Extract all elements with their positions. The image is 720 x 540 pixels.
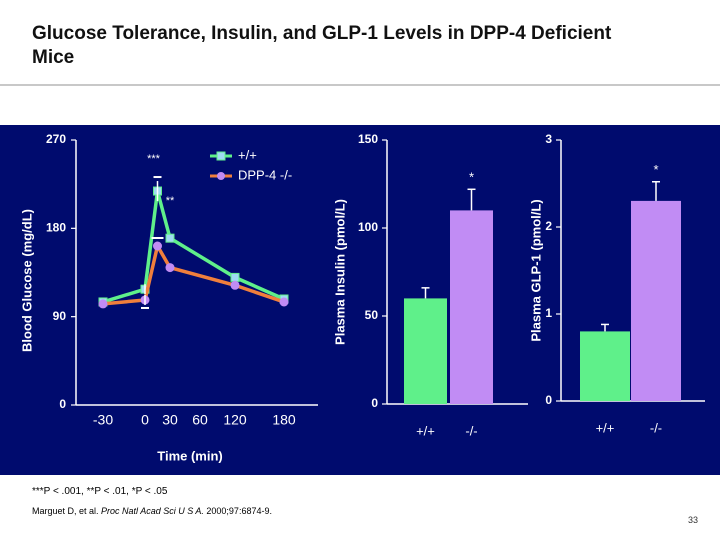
legend-knockout-marker <box>217 172 225 180</box>
insulin-category-label: -/- <box>465 423 477 438</box>
figure-panel: 0 90 180 270 -30 0 30 60 120 180 Blood Glucose (mg… <box>0 125 720 475</box>
glucose-x-tick-label: 60 <box>192 412 208 428</box>
knockout-series-point <box>279 297 289 307</box>
glp1-category-label: +/+ <box>596 420 615 435</box>
glp1-significance-marker: * <box>653 162 658 177</box>
glucose-x-tick-label: -30 <box>93 412 113 428</box>
knockout-series-line <box>102 241 285 306</box>
glucose-y-tick-label: 270 <box>46 132 66 146</box>
glucose-x-tick-label: 120 <box>223 412 247 428</box>
wildtype-series-line <box>102 190 285 304</box>
citation: Marguet D, et al. Proc Natl Acad Sci U S… <box>32 506 272 516</box>
insulin-significance-marker: * <box>469 169 474 184</box>
knockout-series-point <box>98 299 108 309</box>
insulin-bar <box>450 210 493 404</box>
knockout-series-point <box>153 241 162 251</box>
citation-authors: Marguet D, et al. <box>32 506 102 516</box>
insulin-y-tick-label: 150 <box>358 132 378 146</box>
glp1-y-tick-label: 0 <box>545 393 552 407</box>
glucose-y-axis-label: Blood Glucose (mg/dL) <box>19 209 34 352</box>
wildtype-series-point <box>165 233 175 243</box>
legend-knockout-label: DPP-4 -/- <box>238 167 292 182</box>
page-number: 33 <box>688 515 699 525</box>
knockout-series-point <box>165 263 175 273</box>
glucose-significance-marker: *** <box>147 153 161 165</box>
insulin-y-tick-label: 100 <box>358 220 378 234</box>
glucose-y-tick-label: 90 <box>53 309 67 323</box>
glucose-x-tick-label: 180 <box>272 412 296 428</box>
legend-wildtype-label: +/+ <box>238 147 257 162</box>
citation-journal: Proc Natl Acad Sci U S A. <box>101 506 204 516</box>
significance-footnote: ***P < .001, **P < .01, *P < .05 <box>32 486 168 497</box>
insulin-category-label: +/+ <box>416 423 435 438</box>
glucose-significance-marker: ** <box>166 195 175 207</box>
glp1-category-label: -/- <box>650 420 662 435</box>
glucose-x-axis-label: Time (min) <box>157 448 223 463</box>
insulin-y-tick-label: 0 <box>371 396 378 410</box>
slide-title: Glucose Tolerance, Insulin, and GLP-1 Le… <box>32 23 612 68</box>
glp1-y-tick-label: 2 <box>545 219 552 233</box>
citation-details: 2000;97:6874-9. <box>203 506 272 516</box>
insulin-y-axis-label: Plasma Insulin (pmol/L) <box>332 199 347 345</box>
glp1-y-tick-label: 1 <box>545 306 552 320</box>
glucose-x-tick-label: 0 <box>141 412 149 428</box>
wildtype-series-point <box>230 272 240 282</box>
glucose-y-tick-label: 180 <box>46 221 66 235</box>
glp1-y-tick-label: 3 <box>545 132 552 146</box>
glp1-y-axis-label: Plasma GLP-1 (pmol/L) <box>528 199 543 341</box>
knockout-series-point <box>230 280 240 290</box>
insulin-y-tick-label: 50 <box>365 308 379 322</box>
insulin-bar <box>404 298 447 404</box>
glp1-bar <box>631 200 681 401</box>
glucose-x-tick-label: 30 <box>162 412 178 428</box>
title-divider <box>0 84 720 86</box>
legend-wildtype-marker <box>216 151 226 161</box>
glp1-bar <box>580 331 630 401</box>
glucose-y-tick-label: 0 <box>59 397 66 411</box>
